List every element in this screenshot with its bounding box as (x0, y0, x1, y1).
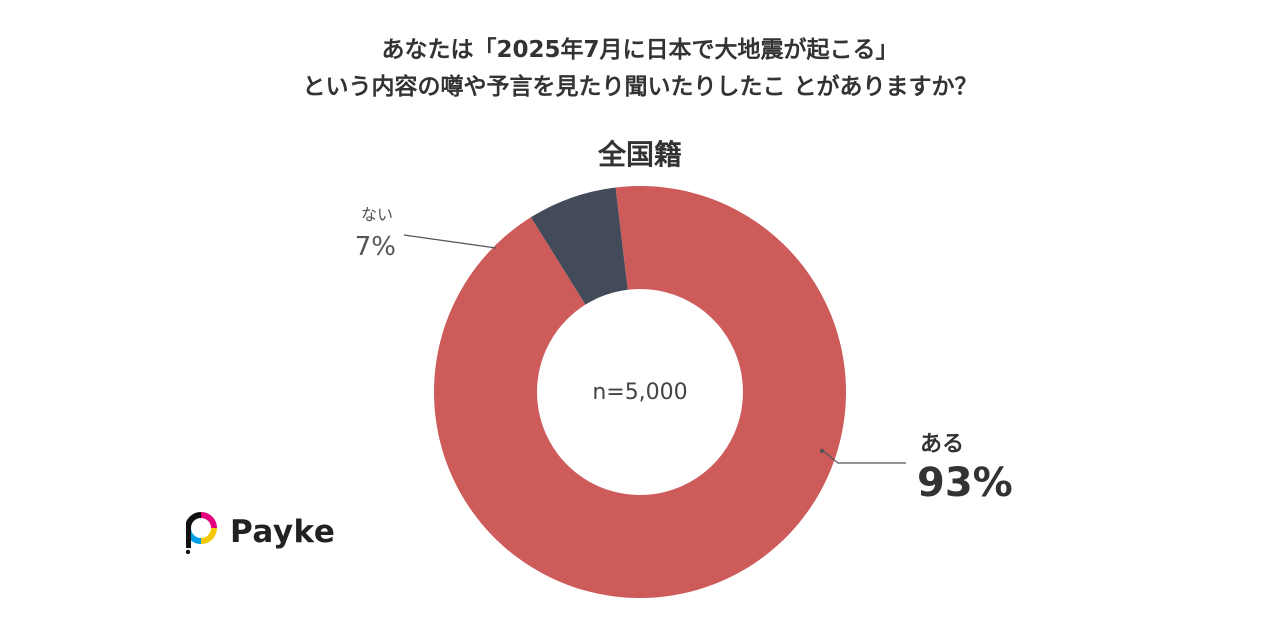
donut-slice-nai (530, 187, 628, 305)
chart-subtitle: 全国籍 (597, 138, 682, 171)
chart-title-line2: という内容の噂や予言を見たり聞いたりしたこ とがありますか？ (302, 74, 978, 100)
chart-title-line1: あなたは「2025年7月に日本で大地震が起こる」 (381, 37, 899, 63)
slice-name-nai: ない (361, 205, 393, 224)
leader-dot-aru (819, 448, 825, 454)
payke-logo-mark (186, 512, 217, 554)
center-label: n=5,000 (592, 380, 687, 405)
slice-name-aru: ある (920, 432, 964, 457)
payke-logo-text: Payke (230, 514, 336, 550)
leader-line-aru (821, 449, 906, 464)
slice-value-aru: 93% (917, 460, 1013, 506)
slice-value-nai: 7% (355, 232, 396, 262)
leader-line-nai (403, 234, 497, 249)
payke-logo: Payke (186, 512, 356, 554)
donut-slices (433, 186, 846, 599)
donut-slice-aru (433, 186, 846, 599)
